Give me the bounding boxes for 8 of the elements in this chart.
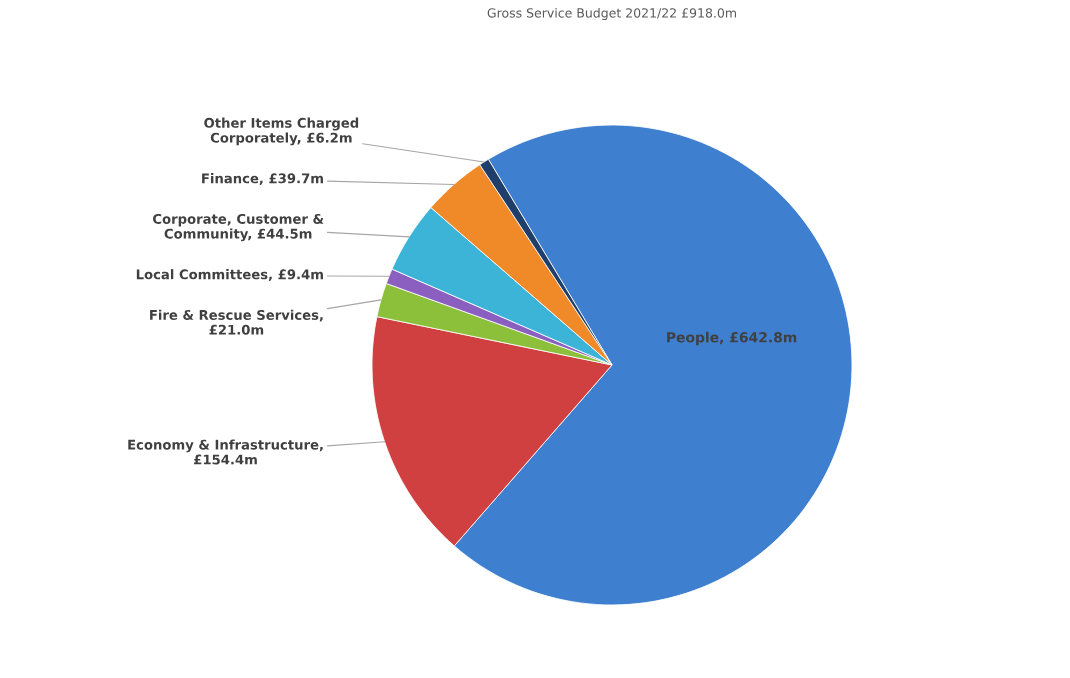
chart-title: Gross Service Budget 2021/22 £918.0m — [487, 7, 736, 21]
slice-label: Local Committees, £9.4m — [136, 269, 323, 282]
slice-label: Fire & Rescue Services, £21.0m — [150, 309, 323, 335]
slice-label: Corporate, Customer & Community, £44.5m — [153, 213, 324, 242]
slice-label: Finance, £39.7m — [202, 173, 323, 186]
slice-label: Other Items Charged Corporately, £6.2m — [204, 117, 359, 146]
slice-label: Economy & Infrastructure, £154.4m — [128, 439, 323, 465]
slice-label: People, £642.8m — [667, 331, 797, 346]
